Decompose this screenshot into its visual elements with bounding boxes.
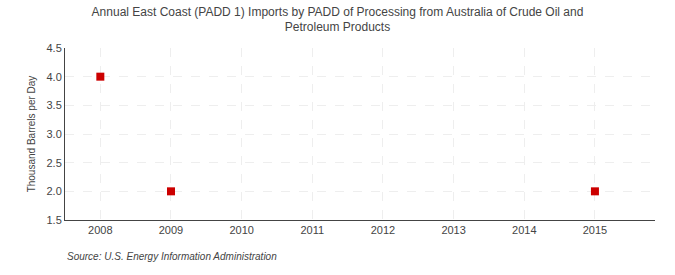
- svg-text:4.5: 4.5: [47, 42, 62, 54]
- svg-text:2.5: 2.5: [47, 157, 62, 169]
- svg-text:2012: 2012: [371, 224, 395, 236]
- svg-text:3.5: 3.5: [47, 99, 62, 111]
- svg-text:2008: 2008: [88, 224, 112, 236]
- svg-text:2014: 2014: [512, 224, 536, 236]
- svg-text:Annual East Coast (PADD 1) Imp: Annual East Coast (PADD 1) Imports by PA…: [92, 5, 584, 35]
- svg-text:2015: 2015: [583, 224, 607, 236]
- svg-text:2009: 2009: [159, 224, 183, 236]
- svg-text:Source: U.S. Energy Informatio: Source: U.S. Energy Information Administ…: [67, 251, 277, 262]
- svg-text:2.0: 2.0: [47, 185, 62, 197]
- svg-text:2013: 2013: [441, 224, 465, 236]
- svg-text:Thousand Barrels per Day: Thousand Barrels per Day: [26, 76, 37, 193]
- svg-text:1.5: 1.5: [47, 214, 62, 226]
- svg-text:4.0: 4.0: [47, 71, 62, 83]
- svg-text:3.0: 3.0: [47, 128, 62, 140]
- svg-text:2010: 2010: [229, 224, 253, 236]
- svg-text:2011: 2011: [300, 224, 324, 236]
